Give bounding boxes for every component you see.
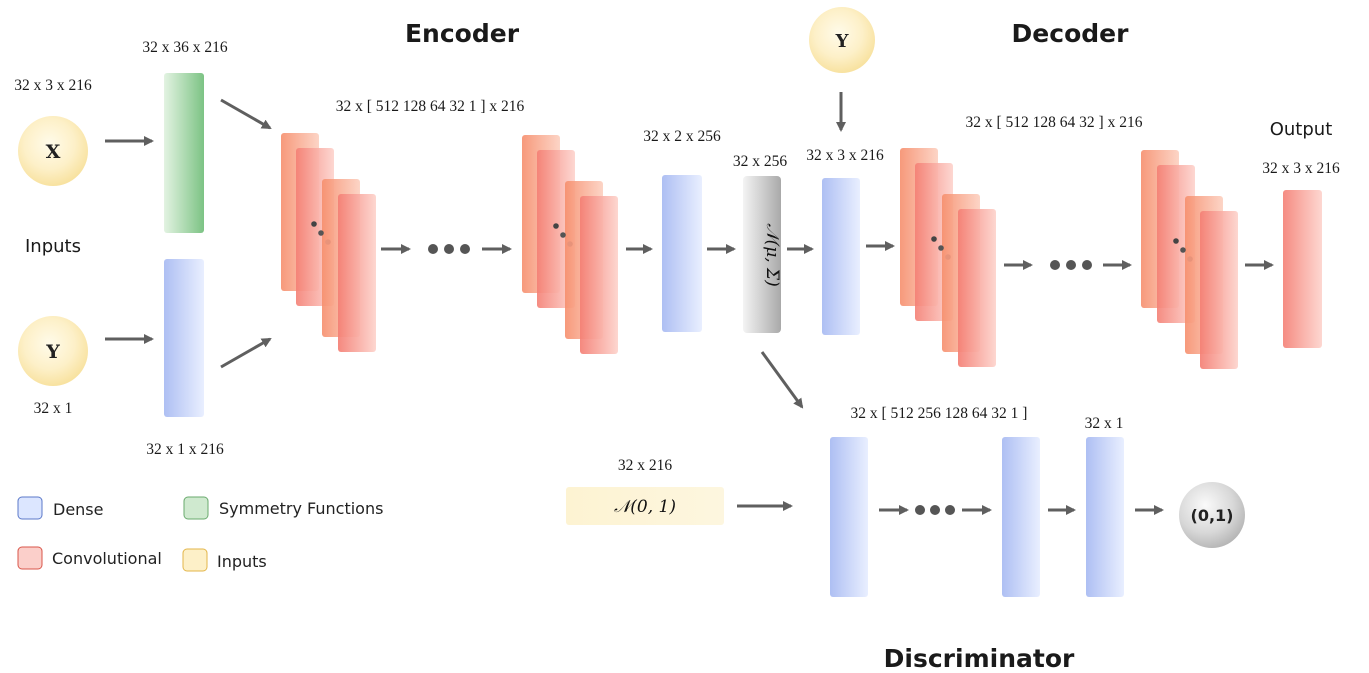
legend-inputs-label: Inputs (217, 552, 267, 571)
prior-block (566, 487, 724, 525)
y-input-label: Y (45, 341, 60, 363)
encoder-dense-out-dim-label: 32 x 2 x 256 (643, 128, 721, 145)
encoder-ellipsis (428, 244, 470, 254)
legend-dense-label: Dense (53, 500, 103, 519)
legend-conv-swatch (17, 546, 43, 570)
x-dim-label: 32 x 3 x 216 (14, 77, 92, 94)
arrow-sym-to-conv (220, 98, 272, 130)
legend-inputs-swatch (182, 548, 208, 572)
latent-distribution-label: 𝒩(μ, Σ) (762, 223, 782, 286)
legend: Dense Symmetry Functions Convolutional I… (17, 496, 383, 572)
disc-output-node (1179, 482, 1245, 548)
inputs-label: Inputs (25, 236, 81, 257)
prior-dim-label: 32 x 216 (618, 457, 673, 474)
decoder-conv-stack-2 (1141, 150, 1238, 369)
latent-dim-label: 32 x 256 (733, 153, 788, 170)
encoder-conv-stack-1 (281, 133, 376, 352)
x-input-node (18, 116, 88, 186)
x-input-label: X (46, 141, 61, 163)
y-dense-block (164, 259, 204, 417)
symmetry-functions-block (164, 73, 204, 233)
decoder-conv-stack-1 (900, 148, 996, 367)
y-dim-label: 32 x 1 (34, 400, 73, 417)
disc-out-dim-label: 32 x 1 (1085, 415, 1124, 432)
disc-output-label: (0,1) (1191, 506, 1234, 525)
disc-dense-block-1 (830, 437, 868, 597)
decoder-title: Decoder (1012, 19, 1130, 48)
decoder-input-dim-label: 32 x 3 x 216 (806, 147, 884, 164)
disc-dense-block-3 (1086, 437, 1124, 597)
latent-distribution-block (743, 176, 781, 333)
output-conv-block (1283, 190, 1322, 348)
legend-conv-label: Convolutional (52, 549, 162, 568)
sym-dim-label: 32 x 36 x 216 (142, 39, 228, 56)
dense-dim-label: 32 x 1 x 216 (146, 441, 224, 458)
encoder-conv-dims-label: 32 x [ 512 128 64 32 1 ] x 216 (336, 98, 525, 115)
arrow-latent-to-discriminator (760, 351, 804, 409)
legend-symmetry-swatch (183, 496, 209, 520)
legend-symmetry-label: Symmetry Functions (219, 499, 383, 518)
legend-dense-swatch (17, 496, 43, 520)
disc-ellipsis (915, 505, 955, 515)
decoder-y-node (809, 7, 875, 73)
output-dim-label: 32 x 3 x 216 (1262, 160, 1340, 177)
decoder-conv-dims-label: 32 x [ 512 128 64 32 ] x 216 (966, 114, 1143, 131)
encoder-title: Encoder (405, 19, 520, 48)
discriminator-title: Discriminator (884, 644, 1075, 673)
y-input-node (18, 316, 88, 386)
disc-dense-dims-label: 32 x [ 512 256 128 64 32 1 ] (851, 405, 1028, 422)
disc-dense-block-2 (1002, 437, 1040, 597)
decoder-y-label: Y (835, 31, 850, 52)
decoder-ellipsis (1050, 260, 1092, 270)
encoder-conv-stack-2 (522, 135, 618, 354)
output-label: Output (1270, 119, 1333, 140)
encoder-dense-out-block (662, 175, 702, 332)
prior-label: 𝒩(0, 1) (614, 497, 676, 517)
decoder-dense-block (822, 178, 860, 335)
arrow-dense-to-conv (220, 337, 272, 369)
